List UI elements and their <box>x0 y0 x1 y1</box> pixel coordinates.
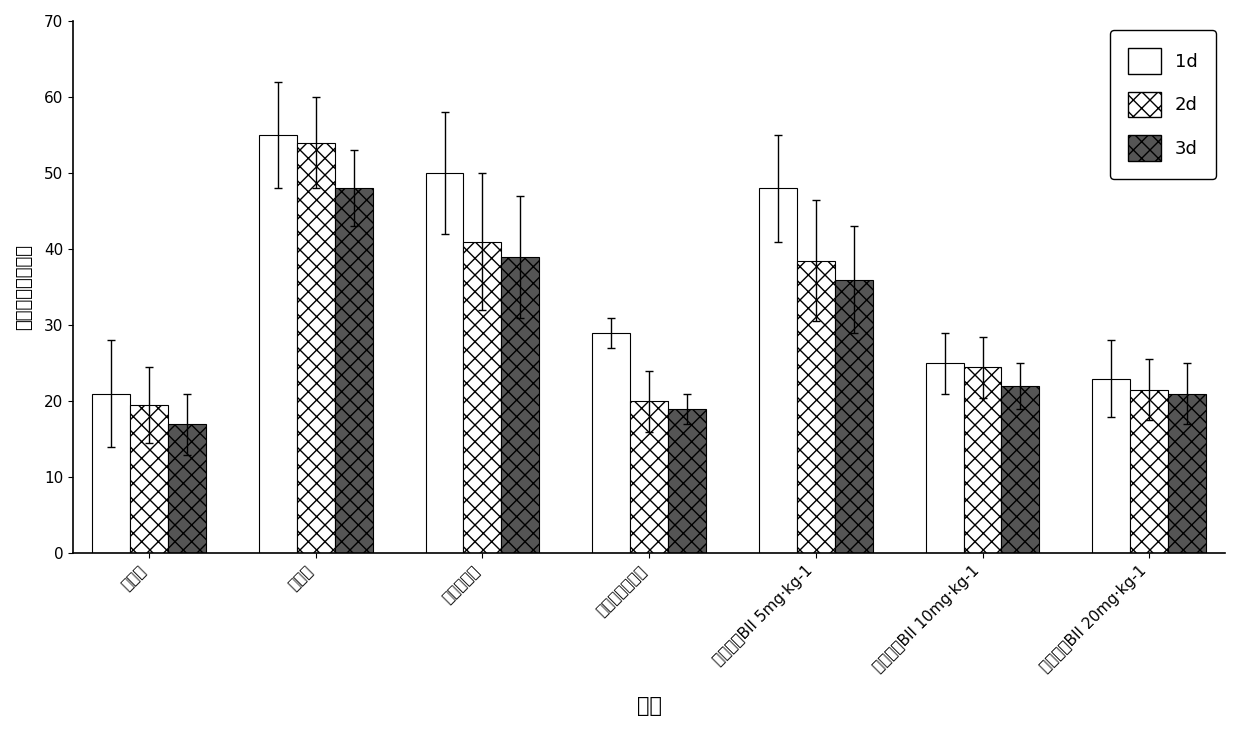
X-axis label: 分组: 分组 <box>636 696 662 716</box>
Bar <box>1131 390 1168 553</box>
Bar <box>1002 386 1039 553</box>
Bar <box>926 363 963 553</box>
Bar <box>630 401 668 553</box>
Bar <box>464 241 501 553</box>
Bar <box>835 280 873 553</box>
Bar <box>259 135 296 553</box>
Bar <box>668 409 706 553</box>
Bar <box>1092 379 1131 553</box>
Bar <box>296 143 335 553</box>
Bar <box>1168 394 1207 553</box>
Bar <box>92 394 130 553</box>
Bar <box>335 189 372 553</box>
Bar <box>167 424 206 553</box>
Bar <box>425 173 464 553</box>
Y-axis label: 逃避潜伏期（秒）: 逃避潜伏期（秒） <box>15 244 33 330</box>
Bar <box>593 333 630 553</box>
Bar <box>797 261 835 553</box>
Bar <box>759 189 797 553</box>
Bar <box>130 405 167 553</box>
Legend: 1d, 2d, 3d: 1d, 2d, 3d <box>1110 30 1216 179</box>
Bar <box>963 367 1002 553</box>
Bar <box>501 257 539 553</box>
